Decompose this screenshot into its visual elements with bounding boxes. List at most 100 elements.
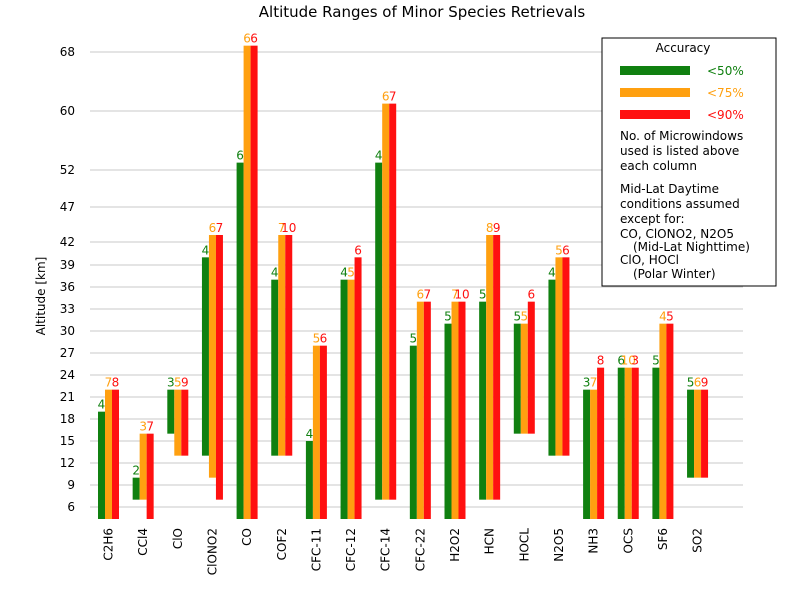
count-label: 6 bbox=[236, 149, 244, 163]
bar-HOCL-0 bbox=[513, 323, 521, 434]
legend-note: except for: bbox=[620, 212, 685, 226]
count-label: 3 bbox=[139, 420, 147, 434]
bar-HCN-1 bbox=[486, 235, 494, 500]
count-label: 10 bbox=[454, 288, 469, 302]
bar-CFC-14-2 bbox=[389, 103, 397, 500]
x-tick-label: CFC-22 bbox=[413, 528, 427, 571]
x-tick-label: HOCL bbox=[517, 528, 531, 562]
count-label: 5 bbox=[652, 354, 660, 368]
x-tick-label: CFC-14 bbox=[379, 528, 393, 571]
legend-label: <75% bbox=[707, 86, 744, 100]
y-tick-label: 24 bbox=[60, 368, 75, 382]
bar-HCN-0 bbox=[479, 301, 487, 500]
y-axis-ticks: 6 9 12 15 18 21 24 27 30 33 36 39 42 47 52 60 68 bbox=[60, 45, 75, 514]
x-tick-label: CCl4 bbox=[136, 528, 150, 556]
bar-CCl4-1 bbox=[139, 433, 147, 500]
y-tick-label: 9 bbox=[67, 478, 75, 492]
count-label: 5 bbox=[513, 310, 521, 324]
x-tick-label: COF2 bbox=[275, 528, 289, 560]
x-tick-label: ClONO2 bbox=[205, 528, 219, 575]
count-label: 4 bbox=[306, 427, 314, 441]
x-tick-label: NH3 bbox=[587, 528, 601, 554]
bar-SF6-0 bbox=[652, 367, 660, 519]
x-tick-label: SO2 bbox=[691, 528, 705, 553]
bar-SO2-1 bbox=[694, 389, 702, 478]
bar-N2O5-0 bbox=[548, 279, 556, 456]
count-label: 4 bbox=[340, 266, 348, 280]
count-label: 6 bbox=[527, 288, 535, 302]
count-label: 5 bbox=[313, 332, 321, 346]
bar-CFC-12-1 bbox=[347, 279, 355, 519]
y-tick-label: 42 bbox=[60, 235, 75, 249]
x-tick-label: SF6 bbox=[656, 528, 670, 550]
chart-title: Altitude Ranges of Minor Species Retriev… bbox=[259, 3, 586, 21]
y-tick-label: 27 bbox=[60, 346, 75, 360]
count-label: 6 bbox=[354, 243, 362, 257]
count-label: 6 bbox=[250, 32, 258, 46]
bar-OCS-2 bbox=[631, 367, 639, 519]
count-label: 5 bbox=[687, 376, 695, 390]
bar-C2H6-1 bbox=[105, 389, 112, 519]
count-label: 7 bbox=[451, 288, 459, 302]
bar-HOCL-1 bbox=[520, 323, 528, 434]
bar-OCS-0 bbox=[617, 367, 625, 519]
bar-CFC-11-0 bbox=[305, 441, 313, 519]
x-tick-label: OCS bbox=[621, 528, 635, 553]
bar-ClO-0 bbox=[167, 389, 175, 434]
legend-note: (Mid-Lat Nighttime) bbox=[633, 240, 750, 254]
bar-CFC-14-0 bbox=[375, 162, 383, 500]
count-label: 5 bbox=[347, 266, 355, 280]
bar-CCl4-0 bbox=[132, 477, 140, 500]
bar-ClONO2-1 bbox=[208, 235, 216, 478]
bar-CCl4-2 bbox=[146, 433, 154, 519]
x-tick-label: N2O5 bbox=[552, 528, 566, 562]
bar-COF2-2 bbox=[285, 235, 293, 456]
bar-N2O5-2 bbox=[562, 257, 570, 456]
count-label: 7 bbox=[278, 221, 286, 235]
count-label: 8 bbox=[486, 221, 494, 235]
count-label: 4 bbox=[271, 266, 279, 280]
bar-HOCL-2 bbox=[527, 301, 535, 434]
x-tick-label: HCN bbox=[483, 528, 497, 554]
x-tick-label: CFC-12 bbox=[344, 528, 358, 571]
y-tick-label: 18 bbox=[60, 412, 75, 426]
count-label: 5 bbox=[520, 310, 528, 324]
bar-HCN-2 bbox=[493, 235, 501, 500]
count-label: 6 bbox=[417, 288, 425, 302]
bar-SF6-1 bbox=[659, 323, 667, 519]
legend-label: <90% bbox=[707, 108, 744, 122]
bar-SO2-0 bbox=[687, 389, 695, 478]
count-label: 7 bbox=[146, 420, 154, 434]
y-tick-label: 36 bbox=[60, 280, 75, 294]
legend-box bbox=[601, 37, 777, 287]
legend: Accuracy <50% <75% <90% No. of Microwindow… bbox=[601, 37, 777, 287]
bar-NH3-2 bbox=[597, 367, 605, 519]
y-tick-label: 47 bbox=[60, 200, 75, 214]
bar-H2O2-2 bbox=[458, 301, 466, 519]
count-label: 4 bbox=[375, 149, 383, 163]
bar-N2O5-1 bbox=[555, 257, 563, 456]
legend-title: Accuracy bbox=[656, 41, 711, 55]
legend-label: <50% bbox=[707, 64, 744, 78]
count-label: 4 bbox=[659, 310, 667, 324]
legend-note: Mid-Lat Daytime bbox=[620, 182, 719, 196]
bar-NH3-1 bbox=[590, 389, 598, 519]
y-axis-label: Altitude [km] bbox=[34, 257, 48, 336]
count-label: 7 bbox=[590, 376, 598, 390]
legend-swatch bbox=[620, 66, 690, 75]
count-label: 10 bbox=[281, 221, 296, 235]
y-tick-label: 60 bbox=[60, 104, 75, 118]
bar-COF2-1 bbox=[278, 235, 286, 456]
y-tick-label: 33 bbox=[60, 302, 75, 316]
bar-ClONO2-2 bbox=[215, 235, 223, 500]
legend-swatch bbox=[620, 110, 690, 119]
count-label: 6 bbox=[617, 354, 625, 368]
y-tick-label: 15 bbox=[60, 434, 75, 448]
count-label: 6 bbox=[694, 376, 702, 390]
y-tick-label: 39 bbox=[60, 258, 75, 272]
bar-OCS-1 bbox=[624, 367, 632, 519]
count-label: 9 bbox=[181, 376, 189, 390]
count-label: 10 bbox=[621, 354, 636, 368]
bar-CFC-22-1 bbox=[416, 301, 424, 519]
